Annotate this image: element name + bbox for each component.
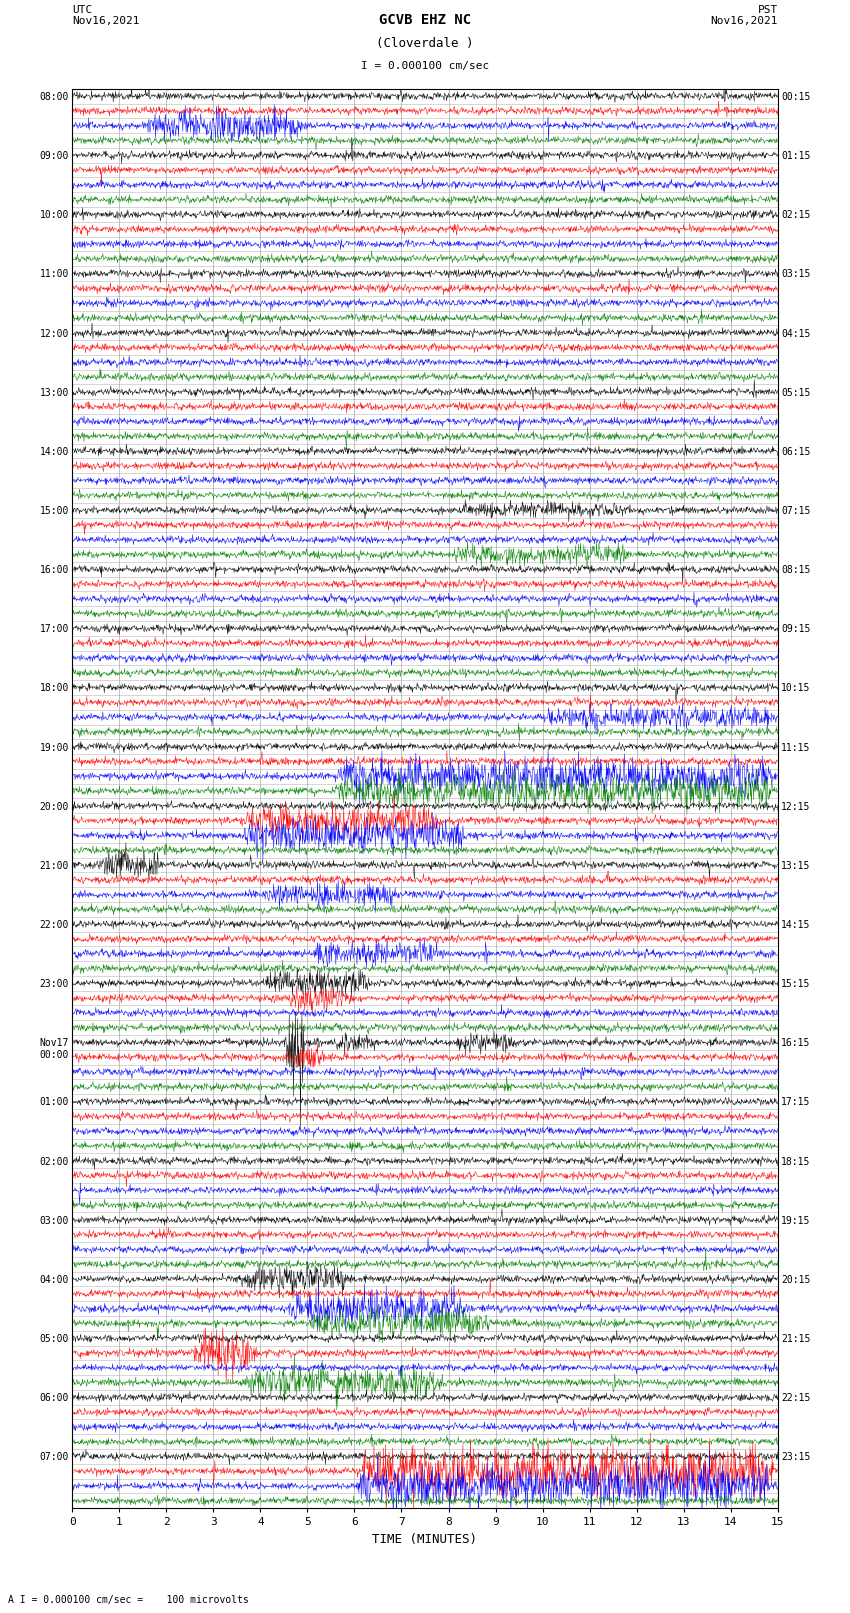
- Text: 23:15: 23:15: [781, 1452, 811, 1463]
- Text: 01:00: 01:00: [39, 1097, 69, 1108]
- Text: 09:00: 09:00: [39, 152, 69, 161]
- Text: PST
Nov16,2021: PST Nov16,2021: [711, 5, 778, 26]
- Text: 16:15: 16:15: [781, 1039, 811, 1048]
- Text: 03:15: 03:15: [781, 269, 811, 279]
- Text: 02:15: 02:15: [781, 210, 811, 221]
- Text: 22:15: 22:15: [781, 1394, 811, 1403]
- Text: 21:15: 21:15: [781, 1334, 811, 1344]
- Text: 03:00: 03:00: [39, 1216, 69, 1226]
- Text: A I = 0.000100 cm/sec =    100 microvolts: A I = 0.000100 cm/sec = 100 microvolts: [8, 1595, 249, 1605]
- Text: 02:00: 02:00: [39, 1157, 69, 1166]
- Text: 07:00: 07:00: [39, 1452, 69, 1463]
- Text: 20:00: 20:00: [39, 802, 69, 811]
- Text: GCVB EHZ NC: GCVB EHZ NC: [379, 13, 471, 27]
- Text: 20:15: 20:15: [781, 1274, 811, 1286]
- Text: 22:00: 22:00: [39, 919, 69, 931]
- Text: 14:15: 14:15: [781, 919, 811, 931]
- Text: 18:15: 18:15: [781, 1157, 811, 1166]
- Text: 16:00: 16:00: [39, 565, 69, 576]
- Text: 17:00: 17:00: [39, 624, 69, 634]
- Text: Nov17
00:00: Nov17 00:00: [39, 1039, 69, 1060]
- Text: 13:15: 13:15: [781, 861, 811, 871]
- Text: 00:15: 00:15: [781, 92, 811, 102]
- Text: 05:00: 05:00: [39, 1334, 69, 1344]
- Text: 19:00: 19:00: [39, 742, 69, 753]
- Text: 04:15: 04:15: [781, 329, 811, 339]
- Text: 18:00: 18:00: [39, 684, 69, 694]
- Text: 08:00: 08:00: [39, 92, 69, 102]
- Text: 05:15: 05:15: [781, 387, 811, 398]
- Text: 10:15: 10:15: [781, 684, 811, 694]
- X-axis label: TIME (MINUTES): TIME (MINUTES): [372, 1532, 478, 1545]
- Text: 08:15: 08:15: [781, 565, 811, 576]
- Text: 15:15: 15:15: [781, 979, 811, 989]
- Text: (Cloverdale ): (Cloverdale ): [377, 37, 473, 50]
- Text: 04:00: 04:00: [39, 1274, 69, 1286]
- Text: 09:15: 09:15: [781, 624, 811, 634]
- Text: 12:00: 12:00: [39, 329, 69, 339]
- Text: 13:00: 13:00: [39, 387, 69, 398]
- Text: 12:15: 12:15: [781, 802, 811, 811]
- Text: 10:00: 10:00: [39, 210, 69, 221]
- Text: UTC
Nov16,2021: UTC Nov16,2021: [72, 5, 139, 26]
- Text: I = 0.000100 cm/sec: I = 0.000100 cm/sec: [361, 61, 489, 71]
- Text: 06:15: 06:15: [781, 447, 811, 456]
- Text: 07:15: 07:15: [781, 506, 811, 516]
- Text: 21:00: 21:00: [39, 861, 69, 871]
- Text: 14:00: 14:00: [39, 447, 69, 456]
- Text: 01:15: 01:15: [781, 152, 811, 161]
- Text: 19:15: 19:15: [781, 1216, 811, 1226]
- Text: 11:15: 11:15: [781, 742, 811, 753]
- Text: 23:00: 23:00: [39, 979, 69, 989]
- Text: 11:00: 11:00: [39, 269, 69, 279]
- Text: 15:00: 15:00: [39, 506, 69, 516]
- Text: 06:00: 06:00: [39, 1394, 69, 1403]
- Text: 17:15: 17:15: [781, 1097, 811, 1108]
